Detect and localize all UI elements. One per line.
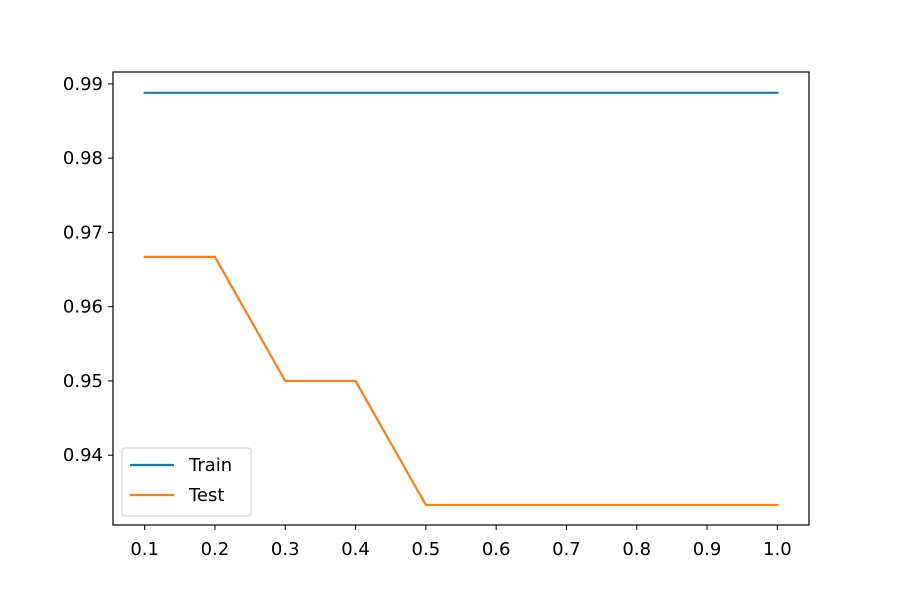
series-line-test bbox=[143, 255, 779, 507]
x-tick-label: 0.3 bbox=[271, 539, 300, 560]
y-tick-label: 0.99 bbox=[63, 74, 103, 95]
x-tick-label: 0.8 bbox=[622, 539, 651, 560]
x-tick-label: 0.6 bbox=[482, 539, 511, 560]
y-tick-label: 0.96 bbox=[63, 297, 103, 318]
y-tick-label: 0.94 bbox=[63, 445, 103, 466]
x-tick-label: 0.1 bbox=[130, 539, 159, 560]
legend-label-test: Test bbox=[188, 485, 224, 506]
x-tick-label: 0.2 bbox=[201, 539, 230, 560]
y-tick-label: 0.95 bbox=[63, 371, 103, 392]
axes bbox=[112, 71, 810, 526]
y-tick-label: 0.97 bbox=[63, 222, 103, 243]
x-tick-label: 0.5 bbox=[412, 539, 441, 560]
x-tick-label: 0.7 bbox=[552, 539, 581, 560]
x-axis-ticks: 0.1 0.2 0.3 0.4 0.5 0.6 0.7 0.8 0.9 1.0 bbox=[130, 525, 792, 560]
x-tick-label: 0.4 bbox=[341, 539, 370, 560]
y-tick-label: 0.98 bbox=[63, 148, 103, 169]
legend: Train Test bbox=[121, 447, 252, 517]
y-axis-ticks: 0.94 0.95 0.96 0.97 0.98 0.99 bbox=[63, 74, 113, 466]
x-tick-label: 0.9 bbox=[693, 539, 722, 560]
plot-frame bbox=[112, 71, 810, 526]
x-tick-label: 1.0 bbox=[763, 539, 792, 560]
plot-lines bbox=[143, 91, 779, 507]
legend-label-train: Train bbox=[188, 455, 232, 476]
